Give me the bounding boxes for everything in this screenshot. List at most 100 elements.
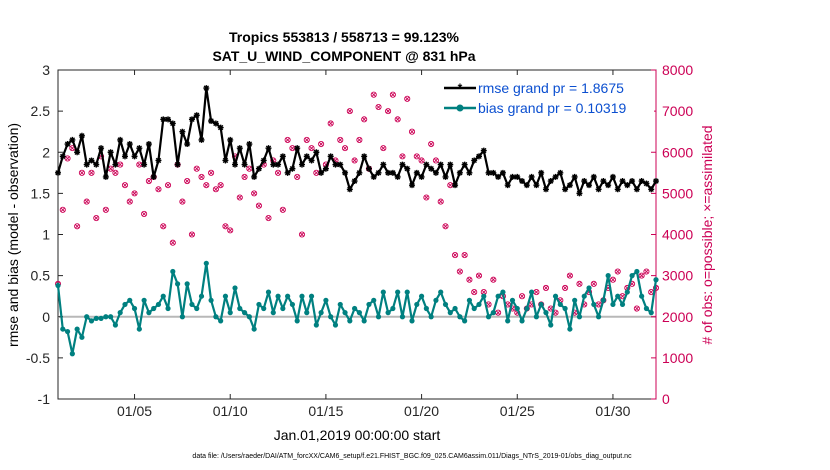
bias-point <box>414 301 420 308</box>
bias-point <box>404 289 410 295</box>
rmse-point <box>452 182 459 189</box>
obs-possible-point <box>141 210 148 217</box>
rmse-point <box>499 169 506 176</box>
obs-assimilated-point <box>285 137 290 143</box>
rmse-point <box>504 182 511 189</box>
rmse-point <box>188 116 195 123</box>
obs-assimilated-point <box>390 92 396 97</box>
obs-possible-point <box>284 136 291 143</box>
bias-point <box>155 301 162 308</box>
bias-point <box>328 314 334 320</box>
bias-point <box>179 314 185 320</box>
bias-point <box>562 305 568 312</box>
rmse-point <box>342 169 349 176</box>
bias-point <box>261 305 267 312</box>
obs-assimilated-point <box>117 162 123 167</box>
obs-possible-point <box>375 103 382 111</box>
obs-possible-point <box>370 91 377 98</box>
bias-point <box>514 305 520 312</box>
rmse-point <box>236 145 243 152</box>
bias-point <box>108 314 114 320</box>
y-axis-right-label: # of obs: o=possible; ×=assimilated <box>699 125 715 344</box>
bias-point <box>241 310 248 316</box>
rmse-point <box>475 153 482 160</box>
rmse-point <box>466 169 473 176</box>
bias-point <box>218 318 224 324</box>
obs-assimilated-point <box>256 203 262 209</box>
rmse-point <box>145 141 152 148</box>
legend-rmse-label: rmse grand pr = 1.8675 <box>478 80 624 96</box>
bias-point <box>529 289 535 295</box>
obs-assimilated-point <box>644 269 649 274</box>
rmse-point <box>69 136 76 143</box>
obs-assimilated-point <box>491 277 496 283</box>
obs-assimilated-point <box>194 166 200 172</box>
bias-point <box>366 301 372 308</box>
obs-assimilated-point <box>481 289 487 295</box>
rmse-point <box>432 169 439 176</box>
bias-point <box>74 326 80 332</box>
obs-assimilated-point <box>251 191 257 196</box>
bias-point <box>103 314 109 320</box>
obs-possible-point <box>423 194 430 201</box>
obs-assimilated-point <box>290 145 295 151</box>
bias-point <box>337 301 343 308</box>
rmse-point <box>409 182 416 189</box>
rmse-point <box>322 165 329 172</box>
bias-point <box>136 326 142 332</box>
obs-possible-point <box>361 116 368 123</box>
bias-point <box>289 301 296 308</box>
bias-point <box>55 282 61 289</box>
bias-point <box>184 281 190 287</box>
legend-rmse-marker: * <box>458 81 463 95</box>
rmse-point <box>380 161 387 168</box>
obs-assimilated-point <box>357 137 362 143</box>
obs-possible-point <box>112 169 119 176</box>
obs-assimilated-point <box>385 108 391 114</box>
obs-possible-point <box>74 223 81 230</box>
obs-possible-point <box>160 223 167 230</box>
rmse-point <box>576 190 583 197</box>
rmse-point <box>633 186 640 193</box>
obs-possible-point <box>59 206 66 213</box>
obs-assimilated-point <box>275 170 281 176</box>
obs-possible-point <box>394 116 401 123</box>
bias-point <box>524 305 530 312</box>
obs-assimilated-point <box>180 199 185 204</box>
bias-point <box>347 318 353 324</box>
legend: * rmse grand pr = 1.8675 bias grand pr =… <box>440 76 654 118</box>
bias-point <box>591 301 597 308</box>
obs-assimilated-point <box>309 145 314 151</box>
rmse-point <box>519 178 526 185</box>
rmse-point <box>523 182 530 189</box>
obs-assimilated-point <box>84 199 90 204</box>
rmse-point <box>509 173 516 180</box>
rmse-point <box>327 153 334 160</box>
rmse-point <box>150 173 157 180</box>
obs-assimilated-point <box>424 195 429 200</box>
obs-possible-point <box>633 305 640 312</box>
obs-assimilated-point <box>380 145 386 151</box>
rmse-point <box>605 182 612 189</box>
rmse-point <box>394 173 401 180</box>
bias-point <box>332 322 339 328</box>
obs-assimilated-point <box>409 129 415 135</box>
bias-point <box>371 297 377 303</box>
obs-possible-point <box>337 136 344 143</box>
obs-assimilated-point <box>404 96 410 102</box>
bias-point <box>452 305 458 312</box>
rmse-point <box>59 153 66 160</box>
bias-point <box>586 285 592 291</box>
obs-possible-point <box>341 145 349 152</box>
rmse-point <box>566 182 573 189</box>
y-left-tick-label: 2.5 <box>31 103 51 119</box>
bias-point <box>567 326 573 332</box>
obs-assimilated-point <box>352 158 357 163</box>
obs-assimilated-point <box>395 117 400 122</box>
rmse-point <box>361 153 368 160</box>
y-right-tick-label: 4000 <box>662 227 693 243</box>
obs-assimilated-point <box>443 223 448 229</box>
rmse-point <box>83 161 90 168</box>
bias-point <box>466 297 473 303</box>
bias-point <box>447 310 453 316</box>
